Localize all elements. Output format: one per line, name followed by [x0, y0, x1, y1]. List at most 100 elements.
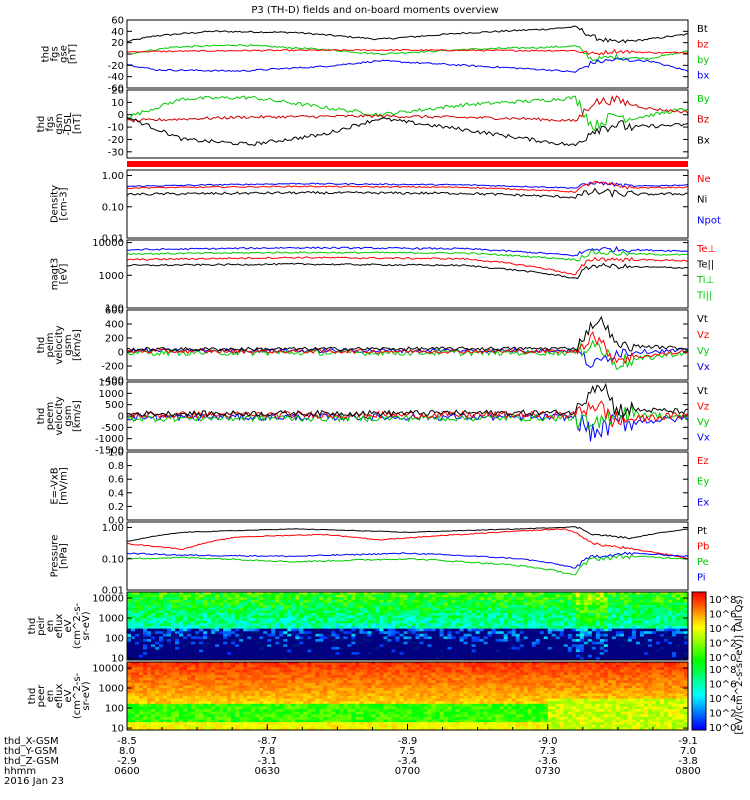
heatmap-cell: [443, 654, 448, 658]
heatmap-cell: [163, 620, 168, 624]
heatmap-cell: [347, 612, 352, 616]
heatmap-cell: [411, 610, 416, 614]
heatmap-cell: [427, 644, 432, 648]
heatmap-cell: [595, 599, 601, 603]
heatmap-cell: [279, 602, 284, 606]
heatmap-cell: [655, 592, 661, 595]
heatmap-cell: [215, 602, 220, 606]
heatmap-cell: [527, 615, 533, 619]
heatmap-cell: [411, 636, 416, 640]
heatmap-cell: [515, 644, 520, 648]
heatmap-cell: [251, 605, 256, 608]
heatmap-cell: [303, 649, 308, 653]
heatmap-cell: [331, 594, 336, 598]
heatmap-cell: [151, 646, 156, 650]
heatmap-cell: [243, 696, 248, 699]
heatmap-cell: [287, 652, 292, 656]
heatmap-cell: [183, 690, 188, 694]
heatmap-cell: [151, 631, 156, 635]
heatmap-cell: [547, 649, 553, 653]
heatmap-cell: [163, 680, 168, 684]
y-tick-label: -20: [108, 135, 124, 146]
heatmap-cell: [183, 646, 188, 650]
heatmap-cell: [563, 605, 569, 608]
heatmap-cell: [323, 631, 328, 635]
heatmap-cell: [223, 685, 228, 689]
heatmap-cell: [247, 693, 252, 697]
heatmap-cell: [131, 633, 136, 637]
heatmap-cell: [335, 633, 340, 637]
heatmap-cell: [155, 620, 160, 624]
heatmap-cell: [227, 594, 232, 598]
heatmap-cell: [231, 727, 236, 731]
heatmap-cell: [471, 605, 476, 608]
heatmap-cell: [479, 592, 484, 595]
heatmap-cell: [435, 636, 440, 640]
heatmap-cell: [283, 623, 288, 627]
heatmap-cell: [143, 620, 148, 624]
heatmap-cell: [387, 618, 392, 622]
heatmap-cell: [187, 690, 192, 694]
heatmap-cell: [591, 649, 597, 653]
heatmap-cell: [415, 644, 420, 648]
heatmap-cell: [303, 639, 308, 642]
heatmap-cell: [619, 599, 625, 603]
heatmap-cell: [495, 605, 500, 608]
heatmap-cell: [683, 654, 689, 658]
heatmap-cell: [579, 644, 585, 648]
heatmap-cell: [267, 675, 272, 678]
heatmap-cell: [579, 628, 585, 632]
heatmap-cell: [355, 592, 360, 595]
heatmap-cell: [667, 597, 673, 601]
heatmap-cell: [651, 631, 657, 635]
heatmap-cell: [131, 677, 136, 681]
heatmap-cell: [267, 719, 272, 723]
heatmap-cell: [627, 628, 633, 632]
heatmap-cell: [247, 605, 252, 608]
heatmap-cell: [347, 631, 352, 635]
heatmap-cell: [519, 610, 525, 614]
heatmap-cell: [583, 626, 589, 629]
heatmap-cell: [607, 639, 613, 642]
heatmap-cell: [523, 628, 529, 632]
heatmap-cell: [299, 594, 304, 598]
heatmap-cell: [435, 620, 440, 624]
heatmap-cell: [275, 685, 280, 689]
heatmap-cell: [243, 652, 248, 656]
heatmap-cell: [195, 620, 200, 624]
heatmap-cell: [627, 615, 633, 619]
heatmap-cell: [491, 594, 496, 598]
heatmap-cell: [551, 649, 557, 653]
heatmap-cell: [311, 639, 316, 642]
heatmap-cell: [135, 623, 140, 627]
heatmap-cell: [195, 644, 200, 648]
heatmap-cell: [331, 597, 336, 601]
heatmap-cell: [375, 626, 380, 629]
heatmap-cell: [219, 688, 224, 692]
heatmap-cell: [207, 688, 212, 692]
heatmap-cell: [199, 597, 204, 601]
heatmap-cell: [363, 612, 368, 616]
heatmap-cell: [255, 675, 260, 678]
heatmap-cell: [135, 672, 140, 676]
heatmap-cell: [667, 623, 673, 627]
heatmap-cell: [127, 698, 132, 702]
heatmap-cell: [627, 649, 633, 653]
heatmap-cell: [363, 597, 368, 601]
heatmap-cell: [503, 605, 508, 608]
heatmap-cell: [391, 623, 396, 627]
heatmap-cell: [655, 594, 661, 598]
heatmap-cell: [363, 654, 368, 658]
heatmap-cell: [675, 631, 681, 635]
heatmap-cell: [499, 644, 504, 648]
heatmap-cell: [607, 646, 613, 650]
heatmap-cell: [323, 649, 328, 653]
heatmap-cell: [279, 672, 284, 676]
heatmap-cell: [227, 649, 232, 653]
heatmap-cell: [567, 615, 573, 619]
y-axis-label: [km/s]: [72, 329, 83, 361]
heatmap-cell: [479, 631, 484, 635]
heatmap-cell: [167, 724, 172, 728]
heatmap-cell: [423, 636, 428, 640]
heatmap-cell: [159, 618, 164, 622]
